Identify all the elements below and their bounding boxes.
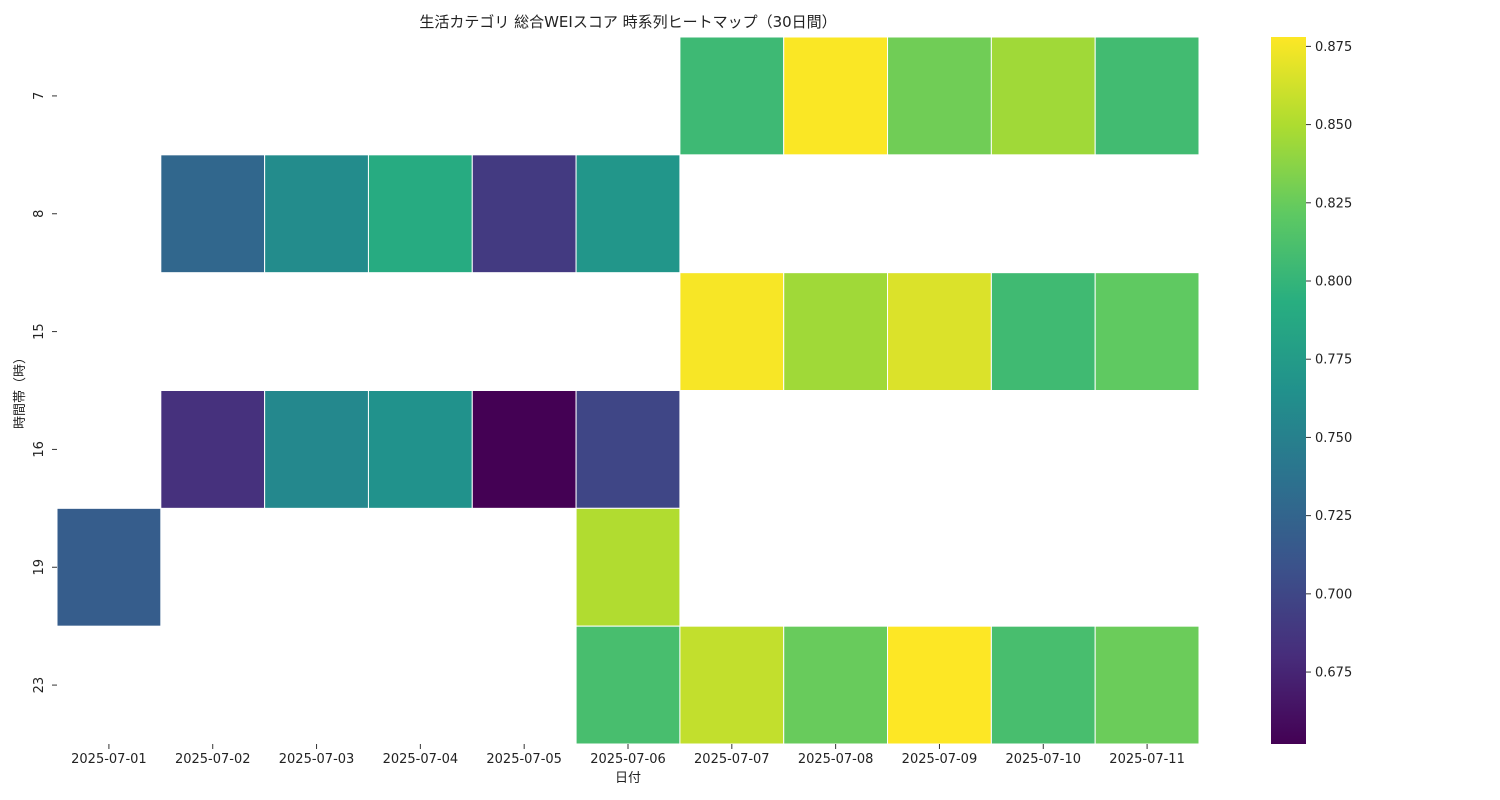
x-tick-label: 2025-07-09 — [902, 752, 978, 767]
heatmap-cell — [575, 625, 681, 745]
x-tick-label: 2025-07-08 — [798, 752, 874, 767]
heatmap-cell — [887, 272, 992, 391]
heatmap-cell — [1094, 625, 1200, 745]
heatmap-cell — [575, 154, 681, 274]
heatmap-cell — [160, 390, 266, 509]
colorbar-tick-label: 0.825 — [1315, 196, 1352, 211]
colorbar-tick-label: 0.875 — [1315, 40, 1352, 55]
y-tick-label: 15 — [32, 323, 47, 340]
heatmap-cell — [990, 625, 1096, 745]
x-tick-label: 2025-07-04 — [383, 752, 459, 767]
y-tick-label: 16 — [32, 441, 47, 458]
colorbar-ticks: 0.675 0.700 0.725 0.750 0.775 0.800 0.825 0.850… — [1306, 40, 1352, 681]
heatmap-cell — [783, 272, 889, 391]
x-tick-label: 2025-07-01 — [71, 752, 147, 767]
heatmap-cell — [264, 154, 369, 274]
colorbar-tick-label: 0.800 — [1315, 275, 1352, 290]
colorbar-tick-label: 0.675 — [1315, 666, 1352, 681]
x-tick-label: 2025-07-10 — [1005, 752, 1081, 767]
colorbar-tick-label: 0.700 — [1315, 587, 1352, 602]
chart-title: 生活カテゴリ 総合WEIスコア 時系列ヒートマップ（30日間） — [419, 13, 836, 31]
y-tick-label: 8 — [32, 210, 47, 218]
heatmap-cell — [679, 36, 785, 156]
heatmap-cell — [264, 390, 369, 509]
heatmap-cell — [887, 625, 992, 745]
heatmap-cell — [783, 625, 889, 745]
heatmap-cell — [367, 154, 473, 274]
colorbar-tick-label: 0.750 — [1315, 431, 1352, 446]
x-axis-title: 日付 — [615, 771, 641, 786]
heatmap-cell — [1094, 36, 1200, 156]
heatmap-cell — [56, 507, 162, 627]
heatmap-cell — [990, 36, 1096, 156]
x-axis-ticks: 2025-07-01 2025-07-02 2025-07-03 2025-07-04… — [71, 744, 1185, 767]
heatmap-cell — [783, 36, 889, 156]
x-tick-label: 2025-07-07 — [694, 752, 770, 767]
colorbar-tick-label: 0.725 — [1315, 509, 1352, 524]
y-tick-label: 23 — [32, 677, 47, 694]
heatmap-cell — [1094, 272, 1200, 391]
x-tick-label: 2025-07-02 — [175, 752, 251, 767]
heatmap-cells — [56, 36, 1200, 745]
y-tick-label: 19 — [32, 559, 47, 576]
heatmap-cell — [575, 507, 681, 627]
y-axis-ticks: 7 8 15 16 19 23 — [32, 92, 57, 694]
heatmap-cell — [160, 154, 266, 274]
y-tick-label: 7 — [32, 92, 47, 100]
x-tick-label: 2025-07-06 — [590, 752, 666, 767]
heatmap-cell — [367, 390, 473, 509]
heatmap-cell — [471, 154, 577, 274]
colorbar: 0.675 0.700 0.725 0.750 0.775 0.800 0.825 0.850… — [1271, 37, 1352, 744]
x-tick-label: 2025-07-03 — [279, 752, 355, 767]
heatmap-cell — [679, 625, 785, 745]
heatmap-cell — [471, 390, 577, 509]
colorbar-gradient — [1271, 37, 1306, 744]
colorbar-tick-label: 0.775 — [1315, 353, 1352, 368]
x-tick-label: 2025-07-05 — [486, 752, 562, 767]
y-axis-title: 時間帯（時） — [13, 351, 28, 429]
heatmap-cell — [679, 272, 785, 391]
heatmap-cell — [575, 390, 681, 509]
x-tick-label: 2025-07-11 — [1109, 752, 1185, 767]
heatmap-cell — [887, 36, 992, 156]
heatmap-cell — [990, 272, 1096, 391]
colorbar-tick-label: 0.850 — [1315, 118, 1352, 133]
